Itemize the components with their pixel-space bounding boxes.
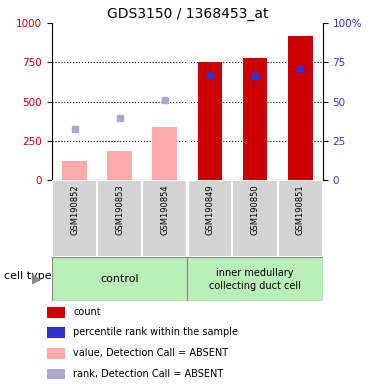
Bar — [97, 180, 142, 257]
Bar — [278, 180, 323, 257]
Bar — [47, 369, 65, 379]
Bar — [288, 36, 313, 180]
Bar — [152, 127, 177, 180]
Text: GSM190851: GSM190851 — [296, 184, 305, 235]
Text: percentile rank within the sample: percentile rank within the sample — [73, 328, 239, 338]
Bar — [187, 180, 233, 257]
Bar — [47, 348, 65, 359]
Text: rank, Detection Call = ABSENT: rank, Detection Call = ABSENT — [73, 369, 224, 379]
Text: inner medullary
collecting duct cell: inner medullary collecting duct cell — [209, 268, 301, 291]
Bar — [142, 180, 187, 257]
Bar — [47, 307, 65, 318]
Text: GSM190853: GSM190853 — [115, 184, 124, 235]
Text: GSM190852: GSM190852 — [70, 184, 79, 235]
Bar — [52, 257, 187, 301]
Bar — [187, 257, 323, 301]
Text: count: count — [73, 307, 101, 317]
Bar — [197, 61, 222, 180]
Text: control: control — [100, 274, 139, 285]
Title: GDS3150 / 1368453_at: GDS3150 / 1368453_at — [106, 7, 268, 21]
Text: cell type: cell type — [4, 270, 51, 281]
Bar — [52, 180, 97, 257]
Bar — [62, 161, 87, 180]
Text: GSM190850: GSM190850 — [250, 184, 260, 235]
Text: value, Detection Call = ABSENT: value, Detection Call = ABSENT — [73, 348, 229, 358]
Bar — [233, 180, 278, 257]
Text: GSM190854: GSM190854 — [160, 184, 169, 235]
Text: GSM190849: GSM190849 — [206, 184, 214, 235]
Bar — [243, 58, 267, 180]
Text: ▶: ▶ — [32, 273, 41, 286]
Bar — [47, 328, 65, 338]
Bar — [107, 151, 132, 180]
